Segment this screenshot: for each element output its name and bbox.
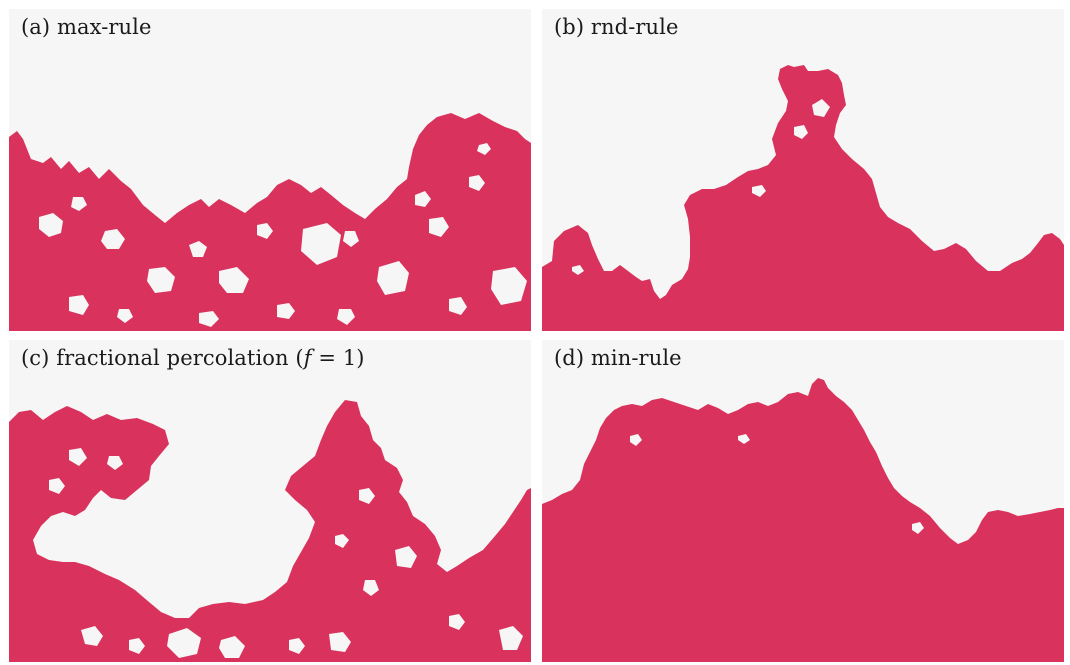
cluster-hole: [363, 580, 379, 596]
cluster-hole: [499, 626, 523, 650]
cluster-hole: [415, 191, 431, 207]
cluster-region: [542, 65, 1064, 331]
cluster-region: [542, 378, 1064, 662]
panel-rnd-rule: (b) rnd-rule: [542, 9, 1064, 331]
cluster-hole: [69, 448, 87, 466]
cluster-hole: [449, 297, 467, 315]
cluster-hole: [81, 626, 103, 646]
cluster-hole: [189, 241, 207, 257]
cluster-hole: [107, 456, 123, 470]
cluster-hole: [219, 636, 245, 658]
cluster-hole: [812, 99, 830, 117]
cluster-hole: [359, 488, 375, 504]
cluster-hole: [49, 478, 65, 494]
cluster-hole: [395, 546, 417, 568]
cluster-figure-min-rule: [542, 378, 1064, 662]
cluster-hole: [752, 185, 766, 197]
cluster-hole: [794, 125, 808, 139]
cluster-hole: [147, 267, 175, 293]
panel-label: (a) max-rule: [21, 15, 152, 39]
cluster-hole: [630, 434, 642, 446]
cluster-hole: [469, 175, 485, 191]
cluster-hole: [343, 231, 359, 247]
cluster-hole: [738, 434, 750, 444]
cluster-holes: [572, 99, 830, 275]
panel-label: (d) min-rule: [554, 346, 682, 370]
cluster-hole: [912, 522, 924, 534]
cluster-holes: [39, 143, 527, 327]
cluster-figure-max-rule: [9, 113, 531, 331]
cluster-hole: [301, 223, 341, 265]
cluster-hole: [335, 534, 349, 548]
cluster-hole: [101, 229, 125, 249]
cluster-hole: [199, 311, 219, 327]
cluster-hole: [277, 303, 295, 319]
cluster-hole: [71, 197, 87, 211]
panel-label: (b) rnd-rule: [554, 15, 679, 39]
cluster-figure-rnd-rule: [542, 65, 1064, 331]
panel-fractional-percolation: (c) fractional percolation (f = 1): [9, 340, 531, 662]
cluster-hole: [129, 638, 145, 654]
cluster-hole: [69, 295, 89, 315]
cluster-hole: [491, 267, 527, 305]
cluster-hole: [219, 267, 249, 293]
cluster-holes: [630, 434, 924, 534]
cluster-hole: [449, 614, 465, 630]
cluster-region: [9, 400, 531, 662]
panel-label: (c) fractional percolation (f = 1): [21, 346, 365, 370]
cluster-hole: [377, 261, 409, 295]
cluster-figure-fractional-percolation: [9, 400, 531, 662]
cluster-hole: [429, 217, 449, 237]
cluster-hole: [337, 309, 355, 325]
cluster-hole: [329, 632, 351, 652]
cluster-hole: [167, 628, 201, 658]
cluster-holes: [49, 448, 523, 658]
cluster-region: [9, 113, 531, 331]
cluster-hole: [572, 265, 584, 275]
cluster-hole: [257, 223, 273, 239]
cluster-hole: [477, 143, 491, 155]
cluster-hole: [117, 309, 133, 323]
cluster-hole: [39, 213, 63, 237]
panel-min-rule: (d) min-rule: [542, 340, 1064, 662]
cluster-hole: [289, 638, 305, 654]
panel-max-rule: (a) max-rule: [9, 9, 531, 331]
